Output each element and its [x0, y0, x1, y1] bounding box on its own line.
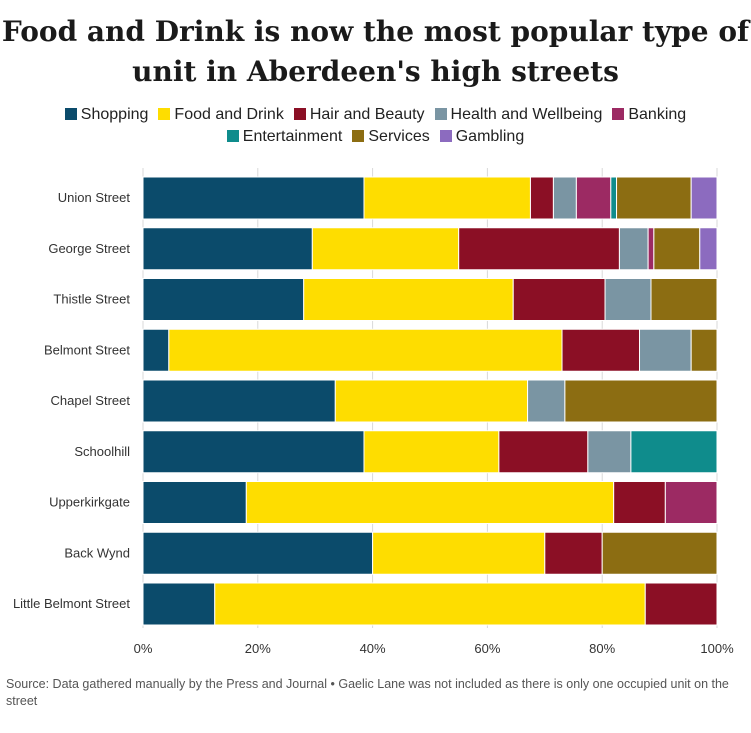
legend-swatch	[64, 108, 77, 120]
bar-segment	[142, 176, 365, 220]
legend-label: Health and Wellbeing	[450, 106, 603, 123]
category-label: Belmont Street	[44, 342, 130, 357]
source-note: Source: Data gathered manually by the Pr…	[6, 677, 729, 708]
x-tick-label: 80%	[589, 641, 615, 656]
bar-segment	[616, 176, 692, 220]
legend-swatch	[434, 108, 447, 120]
legend-label: Entertainment	[242, 128, 343, 145]
legend-row: Shopping Food and Drink Hair and Beauty Hea…	[0, 104, 751, 126]
legend-item: Entertainment	[226, 126, 343, 148]
bar-segment	[690, 176, 718, 220]
bar-segment	[639, 328, 692, 372]
bar-segment	[650, 278, 718, 321]
legend-item: Hair and Beauty	[293, 104, 425, 126]
bar-segment	[214, 582, 646, 626]
bar-segment	[142, 328, 170, 372]
bar-segment	[142, 278, 305, 321]
bar-segment	[142, 227, 313, 271]
bar-segment	[142, 379, 336, 423]
stacked-bar-chart: Union Street George Street Thistle Street B…	[13, 168, 734, 656]
legend-swatch	[158, 108, 171, 120]
legend-swatch	[352, 130, 365, 142]
bar-segment	[653, 227, 701, 271]
bar-segment	[303, 278, 514, 321]
bar-segment	[142, 430, 365, 474]
bar-segment	[644, 582, 718, 626]
x-tick-label: 0%	[134, 641, 153, 656]
legend-item: Banking	[612, 104, 686, 126]
bar-segment	[363, 176, 531, 220]
x-tick-label: 60%	[474, 641, 500, 656]
category-label: Little Belmont Street	[13, 596, 130, 611]
bar-segment	[610, 176, 618, 220]
bar-segment	[587, 430, 632, 474]
category-label: Union Street	[58, 190, 131, 205]
legend-item: Health and Wellbeing	[434, 104, 603, 126]
bar-segment	[647, 227, 655, 271]
bar-segment	[561, 328, 641, 372]
bar-segment	[618, 227, 649, 271]
legend-label: Food and Drink	[174, 106, 284, 123]
bar-segment	[613, 481, 666, 524]
bar-segment	[544, 531, 603, 575]
bar-segment	[142, 531, 374, 575]
legend-label: Banking	[628, 106, 687, 123]
legend-swatch	[439, 130, 452, 142]
bar-segment	[552, 176, 577, 220]
bar-segment	[690, 328, 718, 372]
category-label: George Street	[48, 241, 130, 256]
category-label: Schoolhill	[74, 444, 130, 459]
bar-segment	[699, 227, 718, 271]
chart-title: Food and Drink is now the most popular t…	[1, 15, 750, 88]
category-label: Chapel Street	[51, 393, 131, 408]
bar-segment	[498, 430, 589, 474]
x-tick-label: 20%	[245, 641, 271, 656]
category-label: Back Wynd	[64, 545, 130, 560]
bar-segment	[372, 531, 546, 575]
legend-label: Services	[368, 128, 430, 145]
bar-segment	[512, 278, 606, 321]
bar-segment	[564, 379, 718, 423]
bar-segment	[311, 227, 460, 271]
bar-segment	[334, 379, 529, 423]
bar-segment	[142, 481, 247, 524]
legend-item: Gambling	[439, 126, 525, 148]
bar-segment	[527, 379, 566, 423]
legend-row: Entertainment Services Gambling	[0, 126, 751, 148]
legend-swatch	[612, 108, 625, 120]
category-label: Upperkirkgate	[49, 495, 130, 510]
bar-segment	[604, 278, 652, 321]
bar-segment	[363, 430, 500, 474]
legend-label: Hair and Beauty	[309, 106, 425, 123]
bar-segment	[601, 531, 718, 575]
legend-label: Gambling	[455, 128, 525, 145]
x-tick-label: 100%	[700, 641, 734, 656]
bar-segment	[168, 328, 563, 372]
legend-swatch	[293, 108, 306, 120]
category-label: Thistle Street	[53, 292, 130, 307]
x-tick-label: 40%	[360, 641, 386, 656]
bar-segment	[142, 582, 216, 626]
legend-item: Food and Drink	[158, 104, 284, 126]
bar-segment	[245, 481, 615, 524]
legend-label: Shopping	[80, 106, 149, 123]
bar-segment	[529, 176, 554, 220]
bar-segment	[664, 481, 718, 524]
bar-segment	[458, 227, 620, 271]
bar-segment	[575, 176, 612, 220]
legend: Shopping Food and Drink Hair and Beauty Hea…	[0, 104, 751, 148]
legend-item: Shopping	[64, 104, 149, 126]
legend-item: Services	[352, 126, 430, 148]
bar-segment	[630, 430, 718, 474]
legend-swatch	[226, 130, 239, 142]
